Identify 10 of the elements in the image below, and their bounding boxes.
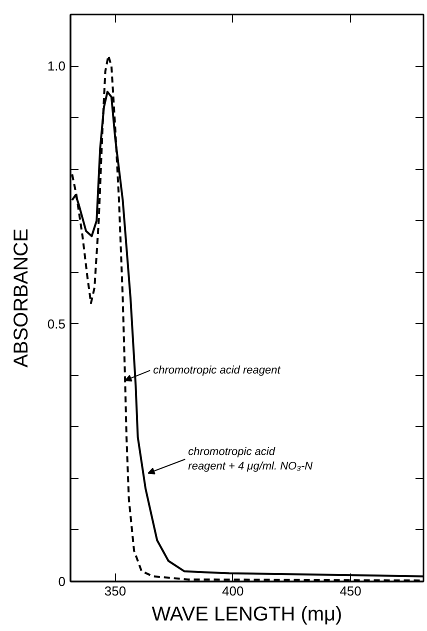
x-tick-label: 400 [222,584,244,598]
y-tick-label: 0.5 [47,316,66,332]
y-axis-title: ABSORBANCE [10,228,32,368]
x-tick-label: 350 [104,584,126,598]
x-axis-title: WAVE LENGTH (mμ) [152,604,342,626]
annotation: chromotropic acid reagent [153,364,282,376]
y-tick-label: 0 [58,574,66,589]
x-tick-label: 450 [340,584,362,598]
annotation: chromotropic acid reagent + 4 μg/ml. NO₃-N [188,446,313,472]
y-tick-label: 1.0 [47,58,66,74]
